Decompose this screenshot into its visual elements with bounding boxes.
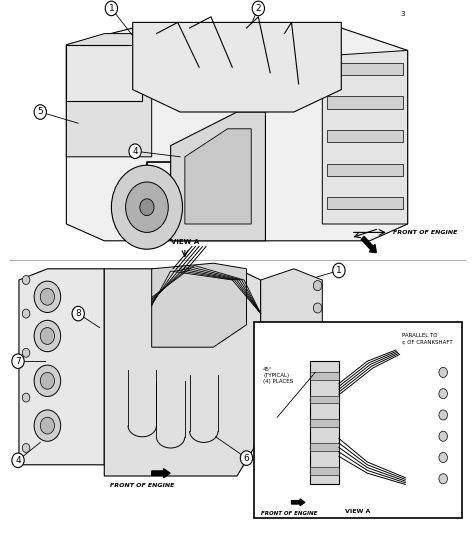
Text: VIEW A: VIEW A <box>171 239 199 245</box>
Text: 1: 1 <box>336 266 342 275</box>
Circle shape <box>126 182 168 232</box>
Circle shape <box>34 320 61 352</box>
Circle shape <box>22 348 30 357</box>
Circle shape <box>313 370 322 380</box>
Text: 7: 7 <box>15 357 21 366</box>
Text: 5: 5 <box>289 334 294 343</box>
Text: FRONT OF ENGINE: FRONT OF ENGINE <box>110 483 174 488</box>
Circle shape <box>72 306 84 321</box>
Circle shape <box>129 144 141 158</box>
Polygon shape <box>261 269 322 403</box>
Circle shape <box>40 417 55 434</box>
Circle shape <box>22 393 30 402</box>
Bar <box>310 467 339 475</box>
Circle shape <box>34 410 61 441</box>
Text: 8: 8 <box>75 309 81 318</box>
Text: 6: 6 <box>346 332 351 340</box>
Text: 4: 4 <box>132 147 138 156</box>
Polygon shape <box>19 269 104 465</box>
Text: FRONT OF ENGINE: FRONT OF ENGINE <box>393 230 458 235</box>
Circle shape <box>22 309 30 318</box>
Circle shape <box>439 367 447 377</box>
Text: 6: 6 <box>244 454 249 463</box>
Text: 5: 5 <box>37 108 43 116</box>
Circle shape <box>34 105 46 119</box>
Circle shape <box>285 332 298 346</box>
Text: FRONT OF ENGINE: FRONT OF ENGINE <box>261 511 317 516</box>
Bar <box>327 164 403 176</box>
Circle shape <box>34 281 61 312</box>
FancyArrow shape <box>152 469 170 478</box>
Text: 3: 3 <box>401 11 405 17</box>
Polygon shape <box>171 112 265 241</box>
Circle shape <box>34 365 61 396</box>
Circle shape <box>240 451 253 465</box>
Text: 1: 1 <box>451 469 456 478</box>
Text: VIEW A: VIEW A <box>345 508 371 514</box>
Bar <box>327 130 403 142</box>
Circle shape <box>313 325 322 335</box>
Bar <box>327 197 403 209</box>
Polygon shape <box>133 22 341 112</box>
Circle shape <box>40 288 55 305</box>
Circle shape <box>252 1 264 16</box>
Circle shape <box>40 328 55 344</box>
Circle shape <box>333 263 345 278</box>
Text: 1: 1 <box>109 4 114 13</box>
Polygon shape <box>322 50 408 224</box>
Bar <box>327 63 403 75</box>
Circle shape <box>228 63 236 72</box>
Bar <box>310 372 339 380</box>
Circle shape <box>439 474 447 484</box>
Text: 4: 4 <box>15 456 21 465</box>
Bar <box>310 444 339 451</box>
Circle shape <box>313 303 322 313</box>
Circle shape <box>313 281 322 291</box>
Bar <box>310 419 339 427</box>
Polygon shape <box>66 22 408 241</box>
Circle shape <box>313 348 322 358</box>
Circle shape <box>439 410 447 420</box>
Circle shape <box>140 199 154 216</box>
Circle shape <box>266 74 274 83</box>
Circle shape <box>439 431 447 441</box>
Text: 45°
(TYPICAL)
(4) PLACES: 45° (TYPICAL) (4) PLACES <box>263 367 293 384</box>
Circle shape <box>111 165 182 249</box>
FancyArrow shape <box>361 236 376 253</box>
Circle shape <box>195 63 203 72</box>
Circle shape <box>22 276 30 284</box>
Bar <box>310 395 339 403</box>
Circle shape <box>439 389 447 399</box>
Text: PARALLEL TO
¢ OF CRANKSHAFT: PARALLEL TO ¢ OF CRANKSHAFT <box>402 333 453 344</box>
Circle shape <box>439 452 447 463</box>
Polygon shape <box>66 34 152 157</box>
Circle shape <box>343 330 354 342</box>
FancyArrow shape <box>292 499 305 506</box>
Circle shape <box>105 1 118 16</box>
Circle shape <box>12 354 24 368</box>
Bar <box>254 322 462 518</box>
Bar <box>310 361 339 484</box>
Circle shape <box>448 467 459 479</box>
Circle shape <box>22 444 30 452</box>
Text: 2: 2 <box>255 4 261 13</box>
Circle shape <box>12 453 24 468</box>
Polygon shape <box>185 129 251 224</box>
Bar <box>327 96 403 109</box>
Polygon shape <box>104 269 261 476</box>
Polygon shape <box>152 263 246 347</box>
Circle shape <box>295 85 302 94</box>
Circle shape <box>40 372 55 389</box>
Bar <box>66 45 142 101</box>
